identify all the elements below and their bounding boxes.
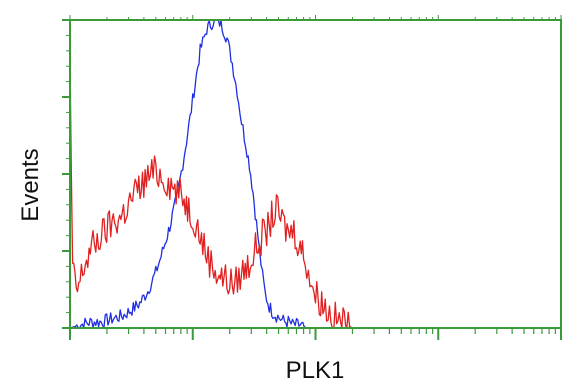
series-line-2 xyxy=(69,58,358,329)
plot-frame xyxy=(69,19,562,329)
plot-area xyxy=(70,20,561,328)
x-axis-title: PLK1 xyxy=(286,357,345,384)
y-axis-title: Events xyxy=(17,148,44,221)
series-line-1 xyxy=(69,19,330,329)
